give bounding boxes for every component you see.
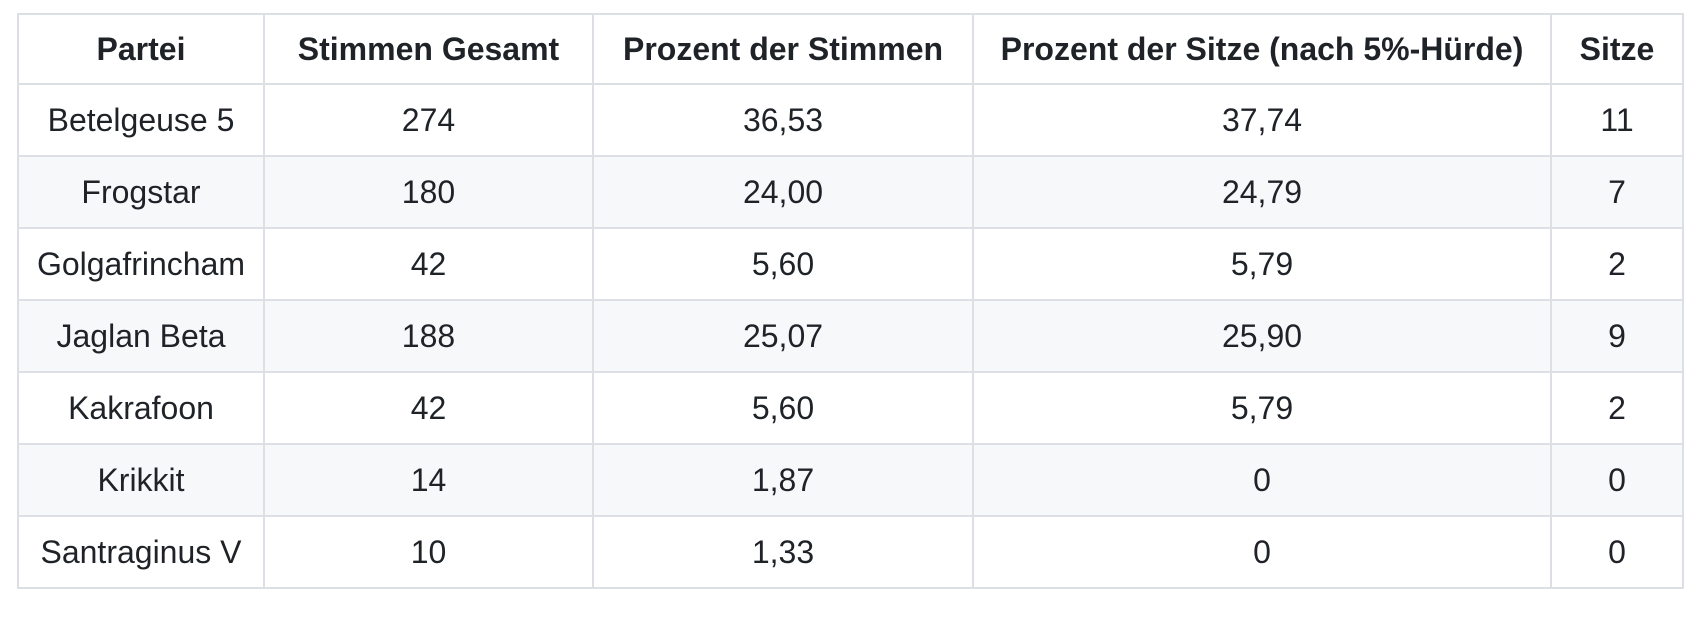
cell-partei: Santraginus V xyxy=(17,515,265,589)
cell-sitze: 2 xyxy=(1550,371,1684,445)
column-header-prozent-der-stimmen: Prozent der Stimmen xyxy=(592,13,974,85)
cell-stimmen-gesamt: 180 xyxy=(263,155,594,229)
cell-prozent-sitze: 24,79 xyxy=(972,155,1552,229)
cell-stimmen-gesamt: 274 xyxy=(263,83,594,157)
cell-prozent-sitze: 5,79 xyxy=(972,227,1552,301)
cell-prozent-stimmen: 36,53 xyxy=(592,83,974,157)
column-header-prozent-der-sitze: Prozent der Sitze (nach 5%-Hürde) xyxy=(972,13,1552,85)
cell-prozent-stimmen: 1,33 xyxy=(592,515,974,589)
table-row-kakrafoon: Kakrafoon 42 5,60 5,79 2 xyxy=(17,371,1684,445)
cell-prozent-stimmen: 25,07 xyxy=(592,299,974,373)
table-row-jaglan-beta: Jaglan Beta 188 25,07 25,90 9 xyxy=(17,299,1684,373)
column-header-stimmen-gesamt: Stimmen Gesamt xyxy=(263,13,594,85)
cell-stimmen-gesamt: 188 xyxy=(263,299,594,373)
column-header-sitze: Sitze xyxy=(1550,13,1684,85)
cell-sitze: 0 xyxy=(1550,443,1684,517)
table-row-frogstar: Frogstar 180 24,00 24,79 7 xyxy=(17,155,1684,229)
cell-stimmen-gesamt: 42 xyxy=(263,227,594,301)
cell-sitze: 11 xyxy=(1550,83,1684,157)
cell-stimmen-gesamt: 42 xyxy=(263,371,594,445)
column-header-partei: Partei xyxy=(17,13,265,85)
cell-prozent-sitze: 0 xyxy=(972,515,1552,589)
cell-sitze: 2 xyxy=(1550,227,1684,301)
cell-prozent-sitze: 25,90 xyxy=(972,299,1552,373)
cell-partei: Jaglan Beta xyxy=(17,299,265,373)
header-row: Partei Stimmen Gesamt Prozent der Stimme… xyxy=(17,13,1684,85)
cell-prozent-sitze: 0 xyxy=(972,443,1552,517)
cell-partei: Frogstar xyxy=(17,155,265,229)
table-row-santraginus-v: Santraginus V 10 1,33 0 0 xyxy=(17,515,1684,589)
cell-partei: Krikkit xyxy=(17,443,265,517)
election-results-table: Partei Stimmen Gesamt Prozent der Stimme… xyxy=(17,13,1684,589)
cell-sitze: 0 xyxy=(1550,515,1684,589)
cell-prozent-sitze: 37,74 xyxy=(972,83,1552,157)
cell-prozent-stimmen: 5,60 xyxy=(592,371,974,445)
table-row-golgafrincham: Golgafrincham 42 5,60 5,79 2 xyxy=(17,227,1684,301)
cell-prozent-sitze: 5,79 xyxy=(972,371,1552,445)
cell-prozent-stimmen: 5,60 xyxy=(592,227,974,301)
table-row-betelgeuse-5: Betelgeuse 5 274 36,53 37,74 11 xyxy=(17,83,1684,157)
cell-sitze: 7 xyxy=(1550,155,1684,229)
cell-partei: Golgafrincham xyxy=(17,227,265,301)
cell-partei: Kakrafoon xyxy=(17,371,265,445)
cell-prozent-stimmen: 24,00 xyxy=(592,155,974,229)
cell-sitze: 9 xyxy=(1550,299,1684,373)
cell-stimmen-gesamt: 14 xyxy=(263,443,594,517)
table-row-krikkit: Krikkit 14 1,87 0 0 xyxy=(17,443,1684,517)
cell-partei: Betelgeuse 5 xyxy=(17,83,265,157)
cell-stimmen-gesamt: 10 xyxy=(263,515,594,589)
cell-prozent-stimmen: 1,87 xyxy=(592,443,974,517)
